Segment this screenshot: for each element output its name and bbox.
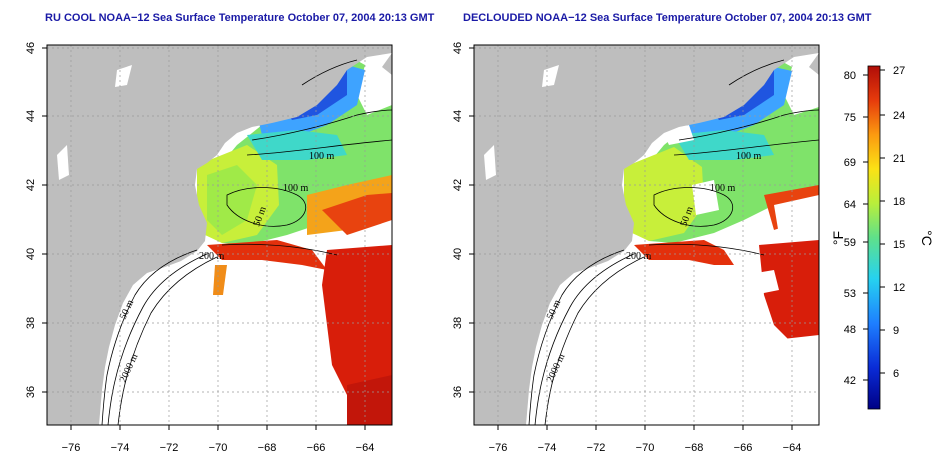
- c-tick-label: 6: [893, 368, 899, 380]
- c-tick-label: 18: [893, 196, 905, 208]
- map-frame: [46, 44, 393, 426]
- x-tick-label: −70: [209, 442, 228, 454]
- map-grid: [474, 45, 819, 425]
- x-axis-labels: −76 −74 −72 −70 −68 −66 −64: [489, 442, 802, 454]
- c-tick-label: 12: [893, 282, 905, 294]
- contour-label: 100 m: [736, 151, 762, 162]
- y-tick-label: 44: [25, 110, 37, 122]
- y-tick-label: 46: [25, 42, 37, 54]
- y-axis-labels: 46 44 42 40 38 36: [452, 42, 464, 398]
- celsius-ticks: 27 24 21 18 15 12 9 6: [893, 65, 905, 380]
- x-tick-label: −66: [307, 442, 326, 454]
- right-panel: DECLOUDED NOAA−12 Sea Surface Temperatur…: [452, 12, 872, 454]
- x-tick-label: −76: [62, 442, 81, 454]
- left-panel-title: RU COOL NOAA−12 Sea Surface Temperature …: [45, 12, 435, 24]
- contour-label: 100 m: [309, 151, 335, 162]
- x-tick-label: −70: [636, 442, 655, 454]
- y-tick-label: 40: [25, 248, 37, 260]
- lake: [542, 65, 559, 87]
- contour-label: 200 m: [626, 251, 652, 262]
- y-tick-label: 36: [452, 386, 464, 398]
- c-tick-label: 27: [893, 65, 905, 77]
- map-grid: [47, 45, 392, 425]
- x-tick-label: −74: [538, 442, 557, 454]
- f-tick-label: 64: [844, 199, 856, 211]
- x-tick-label: −74: [111, 442, 130, 454]
- contour-label: 100 m: [710, 183, 736, 194]
- lake: [57, 145, 69, 180]
- f-tick-label: 59: [844, 237, 856, 249]
- x-axis-labels: −76 −74 −72 −70 −68 −66 −64: [62, 442, 375, 454]
- x-tick-label: −66: [734, 442, 753, 454]
- f-tick-label: 53: [844, 288, 856, 300]
- bathymetry-contours: [101, 59, 393, 426]
- colorbar-gradient: [867, 65, 881, 410]
- contour-label: 100 m: [283, 183, 309, 194]
- celsius-unit-label: °C: [919, 230, 935, 246]
- cloud-mask: [662, 125, 819, 425]
- f-tick-label: 80: [844, 70, 856, 82]
- fahrenheit-ticks: 80 75 69 64 59 53 48 42: [844, 70, 856, 387]
- right-panel-title: DECLOUDED NOAA−12 Sea Surface Temperatur…: [463, 12, 872, 24]
- x-tick-label: −68: [258, 442, 277, 454]
- colorbar: 80 75 69 64 59 53 48 42 27 24 21 18 15 1…: [830, 65, 935, 410]
- y-tick-label: 36: [25, 386, 37, 398]
- y-axis-labels: 46 44 42 40 38 36: [25, 42, 37, 398]
- f-tick-label: 75: [844, 112, 856, 124]
- lake: [484, 145, 496, 180]
- bathymetry-contours: [528, 59, 820, 426]
- left-panel: RU COOL NOAA−12 Sea Surface Temperature …: [25, 12, 435, 454]
- y-tick-label: 42: [25, 179, 37, 191]
- c-tick-label: 24: [893, 110, 905, 122]
- f-tick-label: 48: [844, 324, 856, 336]
- f-tick-label: 42: [844, 375, 856, 387]
- map-frame: [473, 44, 820, 426]
- x-tick-label: −68: [685, 442, 704, 454]
- x-tick-label: −76: [489, 442, 508, 454]
- y-tick-label: 40: [452, 248, 464, 260]
- y-tick-label: 38: [452, 317, 464, 329]
- x-tick-label: −72: [587, 442, 606, 454]
- y-tick-label: 38: [25, 317, 37, 329]
- y-tick-label: 42: [452, 179, 464, 191]
- c-tick-label: 15: [893, 239, 905, 251]
- f-tick-label: 69: [844, 157, 856, 169]
- fahrenheit-unit-label: °F: [830, 231, 846, 245]
- x-tick-label: −64: [356, 442, 375, 454]
- left-map: 100 m 100 m 50 m 200 m 50 m 2000 m: [42, 44, 393, 430]
- y-tick-label: 44: [452, 110, 464, 122]
- x-tick-label: −72: [160, 442, 179, 454]
- y-tick-label: 46: [452, 42, 464, 54]
- c-tick-label: 9: [893, 325, 899, 337]
- c-tick-label: 21: [893, 153, 905, 165]
- lake: [115, 65, 132, 87]
- contour-label: 200 m: [199, 251, 225, 262]
- right-map: 100 m 100 m 50 m 200 m 50 m 2000 m: [469, 44, 820, 430]
- x-tick-label: −64: [783, 442, 802, 454]
